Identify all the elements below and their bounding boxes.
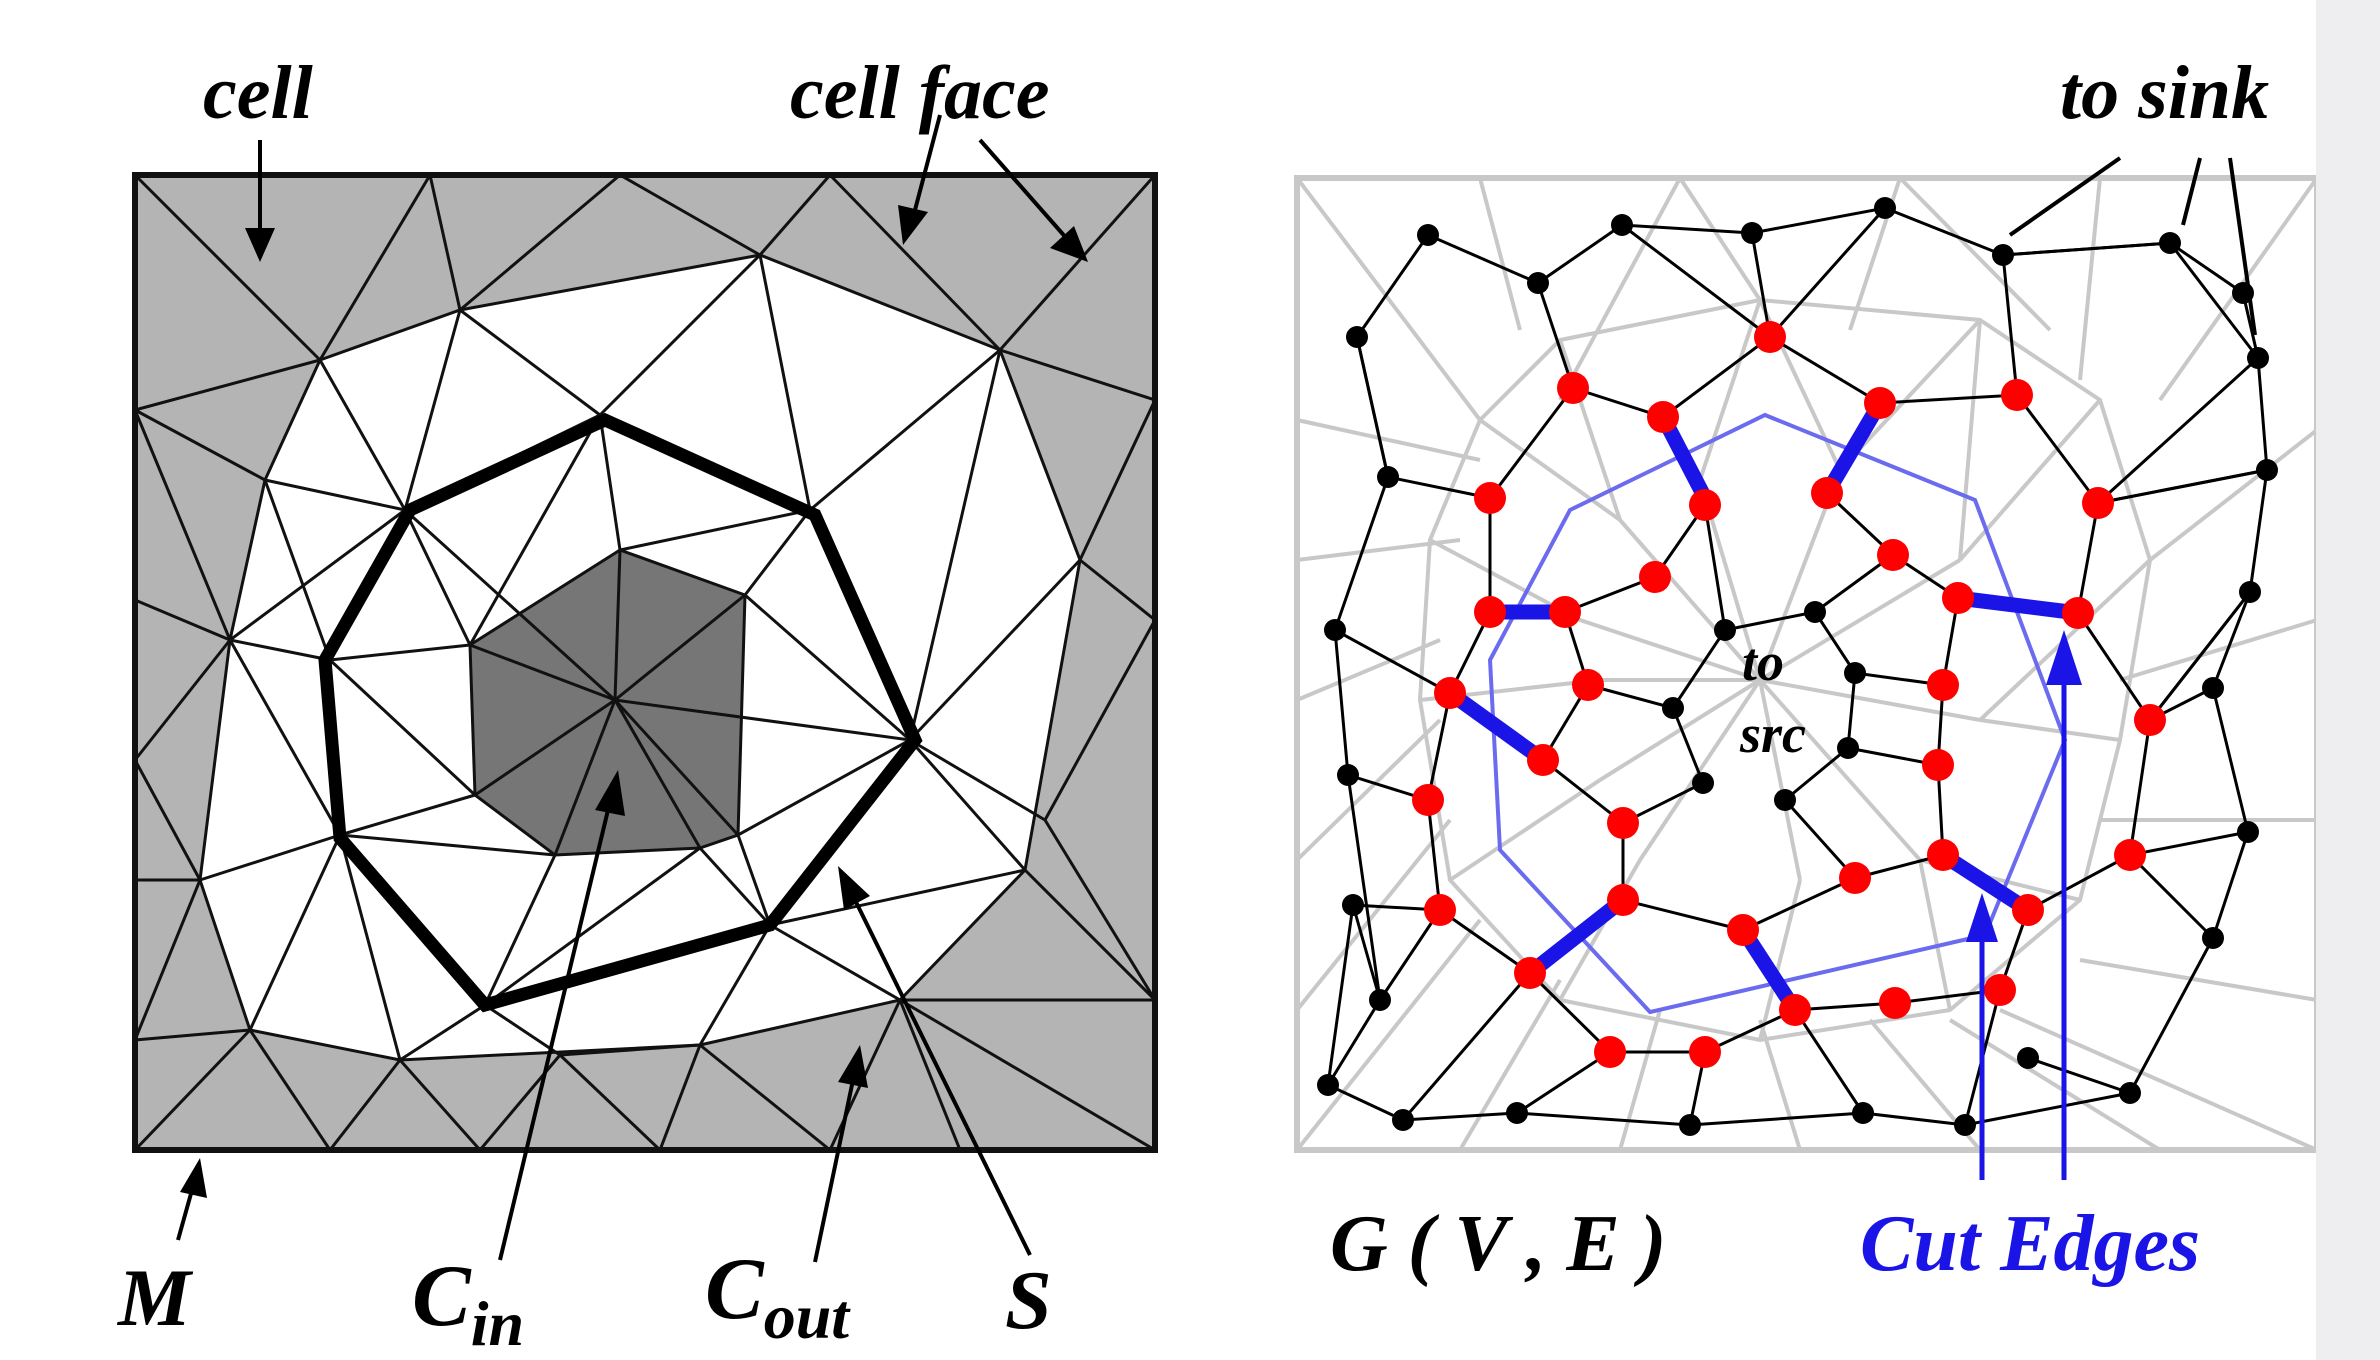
window-edge-strip	[2316, 0, 2380, 1360]
mesh-boundary-m	[132, 172, 1158, 1153]
to-label: to	[1742, 632, 1784, 692]
c-out-main: C	[705, 1241, 765, 1338]
right-graph-panel: to sink to src G ( V , E ) Cut Edges	[1294, 51, 2320, 1288]
left-mesh-panel: cell cell face M Cin Cout S	[116, 51, 1158, 1359]
surface-s	[318, 412, 923, 1013]
cut-edges-label: Cut Edges	[1860, 1200, 2200, 1288]
cut-boundary	[1487, 412, 2068, 1015]
c-in-region	[470, 550, 745, 855]
sink-leaders	[2008, 156, 2257, 336]
c-in-main: C	[412, 1248, 472, 1345]
graph-edges	[1326, 206, 2269, 1127]
src-label: src	[1739, 704, 1806, 764]
mesh-edges	[133, 173, 1157, 1152]
black-nodes	[1317, 197, 2278, 1136]
c-in-label: Cin	[412, 1248, 524, 1359]
c-out-subscript: out	[764, 1281, 852, 1352]
cell-face-label: cell face	[790, 51, 1049, 135]
red-nodes	[1412, 321, 2166, 1068]
cut-edge-arrows	[1966, 630, 2082, 1180]
to-sink-label: to sink	[2060, 51, 2269, 135]
graph-label: G ( V , E )	[1330, 1200, 1666, 1288]
left-arrows	[176, 114, 1088, 1263]
c-in-subscript: in	[471, 1288, 524, 1359]
cut-edges	[1442, 395, 2086, 1018]
c-out-label: Cout	[705, 1241, 851, 1352]
m-label: M	[116, 1252, 194, 1343]
cell-label: cell	[203, 51, 313, 135]
background-mesh	[1294, 175, 2320, 1153]
s-label: S	[1005, 1254, 1052, 1347]
